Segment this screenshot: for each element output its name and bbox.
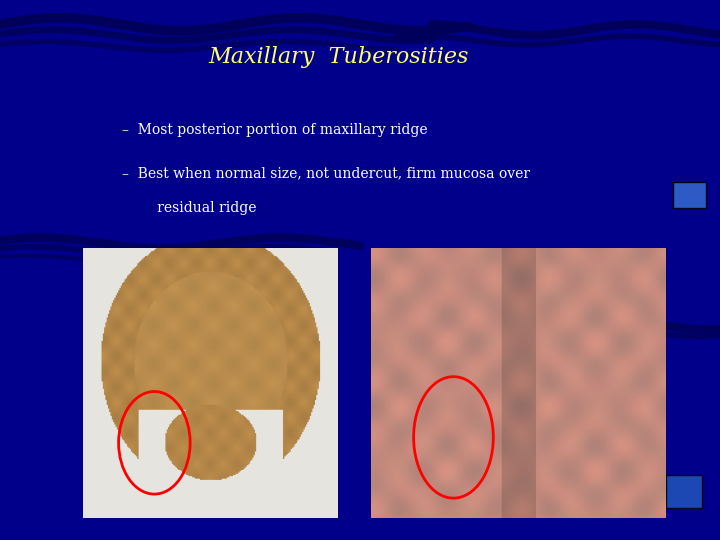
Text: residual ridge: residual ridge [144,201,256,215]
Text: Maxillary  Tuberosities: Maxillary Tuberosities [208,46,469,68]
FancyBboxPatch shape [666,475,702,508]
Text: –  Best when normal size, not undercut, firm mucosa over: – Best when normal size, not undercut, f… [122,166,531,180]
FancyBboxPatch shape [673,182,706,208]
Text: –  Most posterior portion of maxillary ridge: – Most posterior portion of maxillary ri… [122,123,428,137]
